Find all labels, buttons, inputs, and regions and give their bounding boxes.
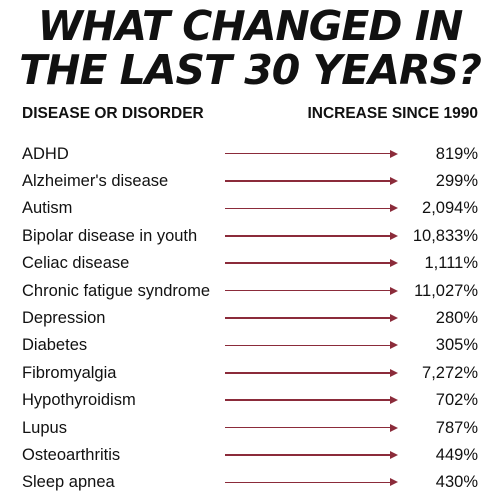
title-line-2: THE LAST 30 YEARS? [19, 46, 482, 94]
column-header-disease: DISEASE OR DISORDER [22, 105, 204, 122]
list-item: Osteoarthritis 449% [0, 441, 500, 468]
disease-name: Lupus [22, 416, 69, 439]
list-item: Chronic fatigue syndrome 11,027% [0, 277, 500, 304]
right-arrow-icon [225, 368, 398, 378]
disease-name: Celiac disease [22, 252, 132, 275]
right-arrow-icon [225, 149, 398, 159]
increase-value: 787% [435, 418, 478, 437]
increase-value: 11,027% [414, 281, 478, 300]
right-arrow-icon [225, 423, 398, 433]
disease-name: Hypothyroidism [22, 389, 138, 412]
increase-value: 305% [435, 336, 478, 355]
increase-value: 299% [435, 172, 478, 191]
increase-value: 280% [435, 309, 478, 328]
disease-name: Diabetes [22, 334, 90, 357]
increase-value: 819% [435, 144, 478, 163]
list-item: ADHD 819% [0, 140, 500, 167]
list-item: Celiac disease 1,111% [0, 250, 500, 277]
disease-name: Chronic fatigue syndrome [22, 279, 213, 302]
right-arrow-icon [225, 176, 398, 186]
increase-value: 10,833% [412, 226, 478, 245]
column-header-increase: INCREASE SINCE 1990 [307, 105, 478, 122]
disease-name: ADHD [22, 142, 71, 165]
disease-name: Depression [22, 307, 108, 330]
right-arrow-icon [225, 477, 398, 487]
disease-name: Bipolar disease in youth [22, 224, 200, 247]
right-arrow-icon [225, 313, 398, 323]
disease-list: ADHD 819% Alzheimer's disease 299% Autis… [0, 140, 500, 496]
increase-value: 1,111% [424, 254, 478, 273]
disease-name: Fibromyalgia [22, 361, 119, 384]
title-line-1: WHAT CHANGED IN [37, 2, 464, 50]
list-item: Lupus 787% [0, 414, 500, 441]
right-arrow-icon [225, 258, 398, 268]
right-arrow-icon [225, 203, 398, 213]
right-arrow-icon [225, 340, 398, 350]
list-item: Fibromyalgia 7,272% [0, 359, 500, 386]
increase-value: 430% [435, 473, 478, 492]
list-item: Hypothyroidism 702% [0, 387, 500, 414]
increase-value: 449% [435, 445, 478, 464]
disease-name: Autism [22, 197, 75, 220]
disease-name: Alzheimer's disease [22, 170, 171, 193]
right-arrow-icon [225, 231, 398, 241]
right-arrow-icon [225, 286, 398, 296]
increase-value: 702% [435, 391, 478, 410]
disease-name: Sleep apnea [22, 471, 117, 494]
increase-value: 7,272% [422, 363, 478, 382]
increase-value: 2,094% [422, 199, 478, 218]
list-item: Autism 2,094% [0, 195, 500, 222]
list-item: Diabetes 305% [0, 332, 500, 359]
list-item: Bipolar disease in youth 10,833% [0, 222, 500, 249]
list-item: Depression 280% [0, 304, 500, 331]
disease-name: Osteoarthritis [22, 443, 123, 466]
list-item: Alzheimer's disease 299% [0, 167, 500, 194]
right-arrow-icon [225, 395, 398, 405]
list-item: Sleep apnea 430% [0, 469, 500, 496]
right-arrow-icon [225, 450, 398, 460]
